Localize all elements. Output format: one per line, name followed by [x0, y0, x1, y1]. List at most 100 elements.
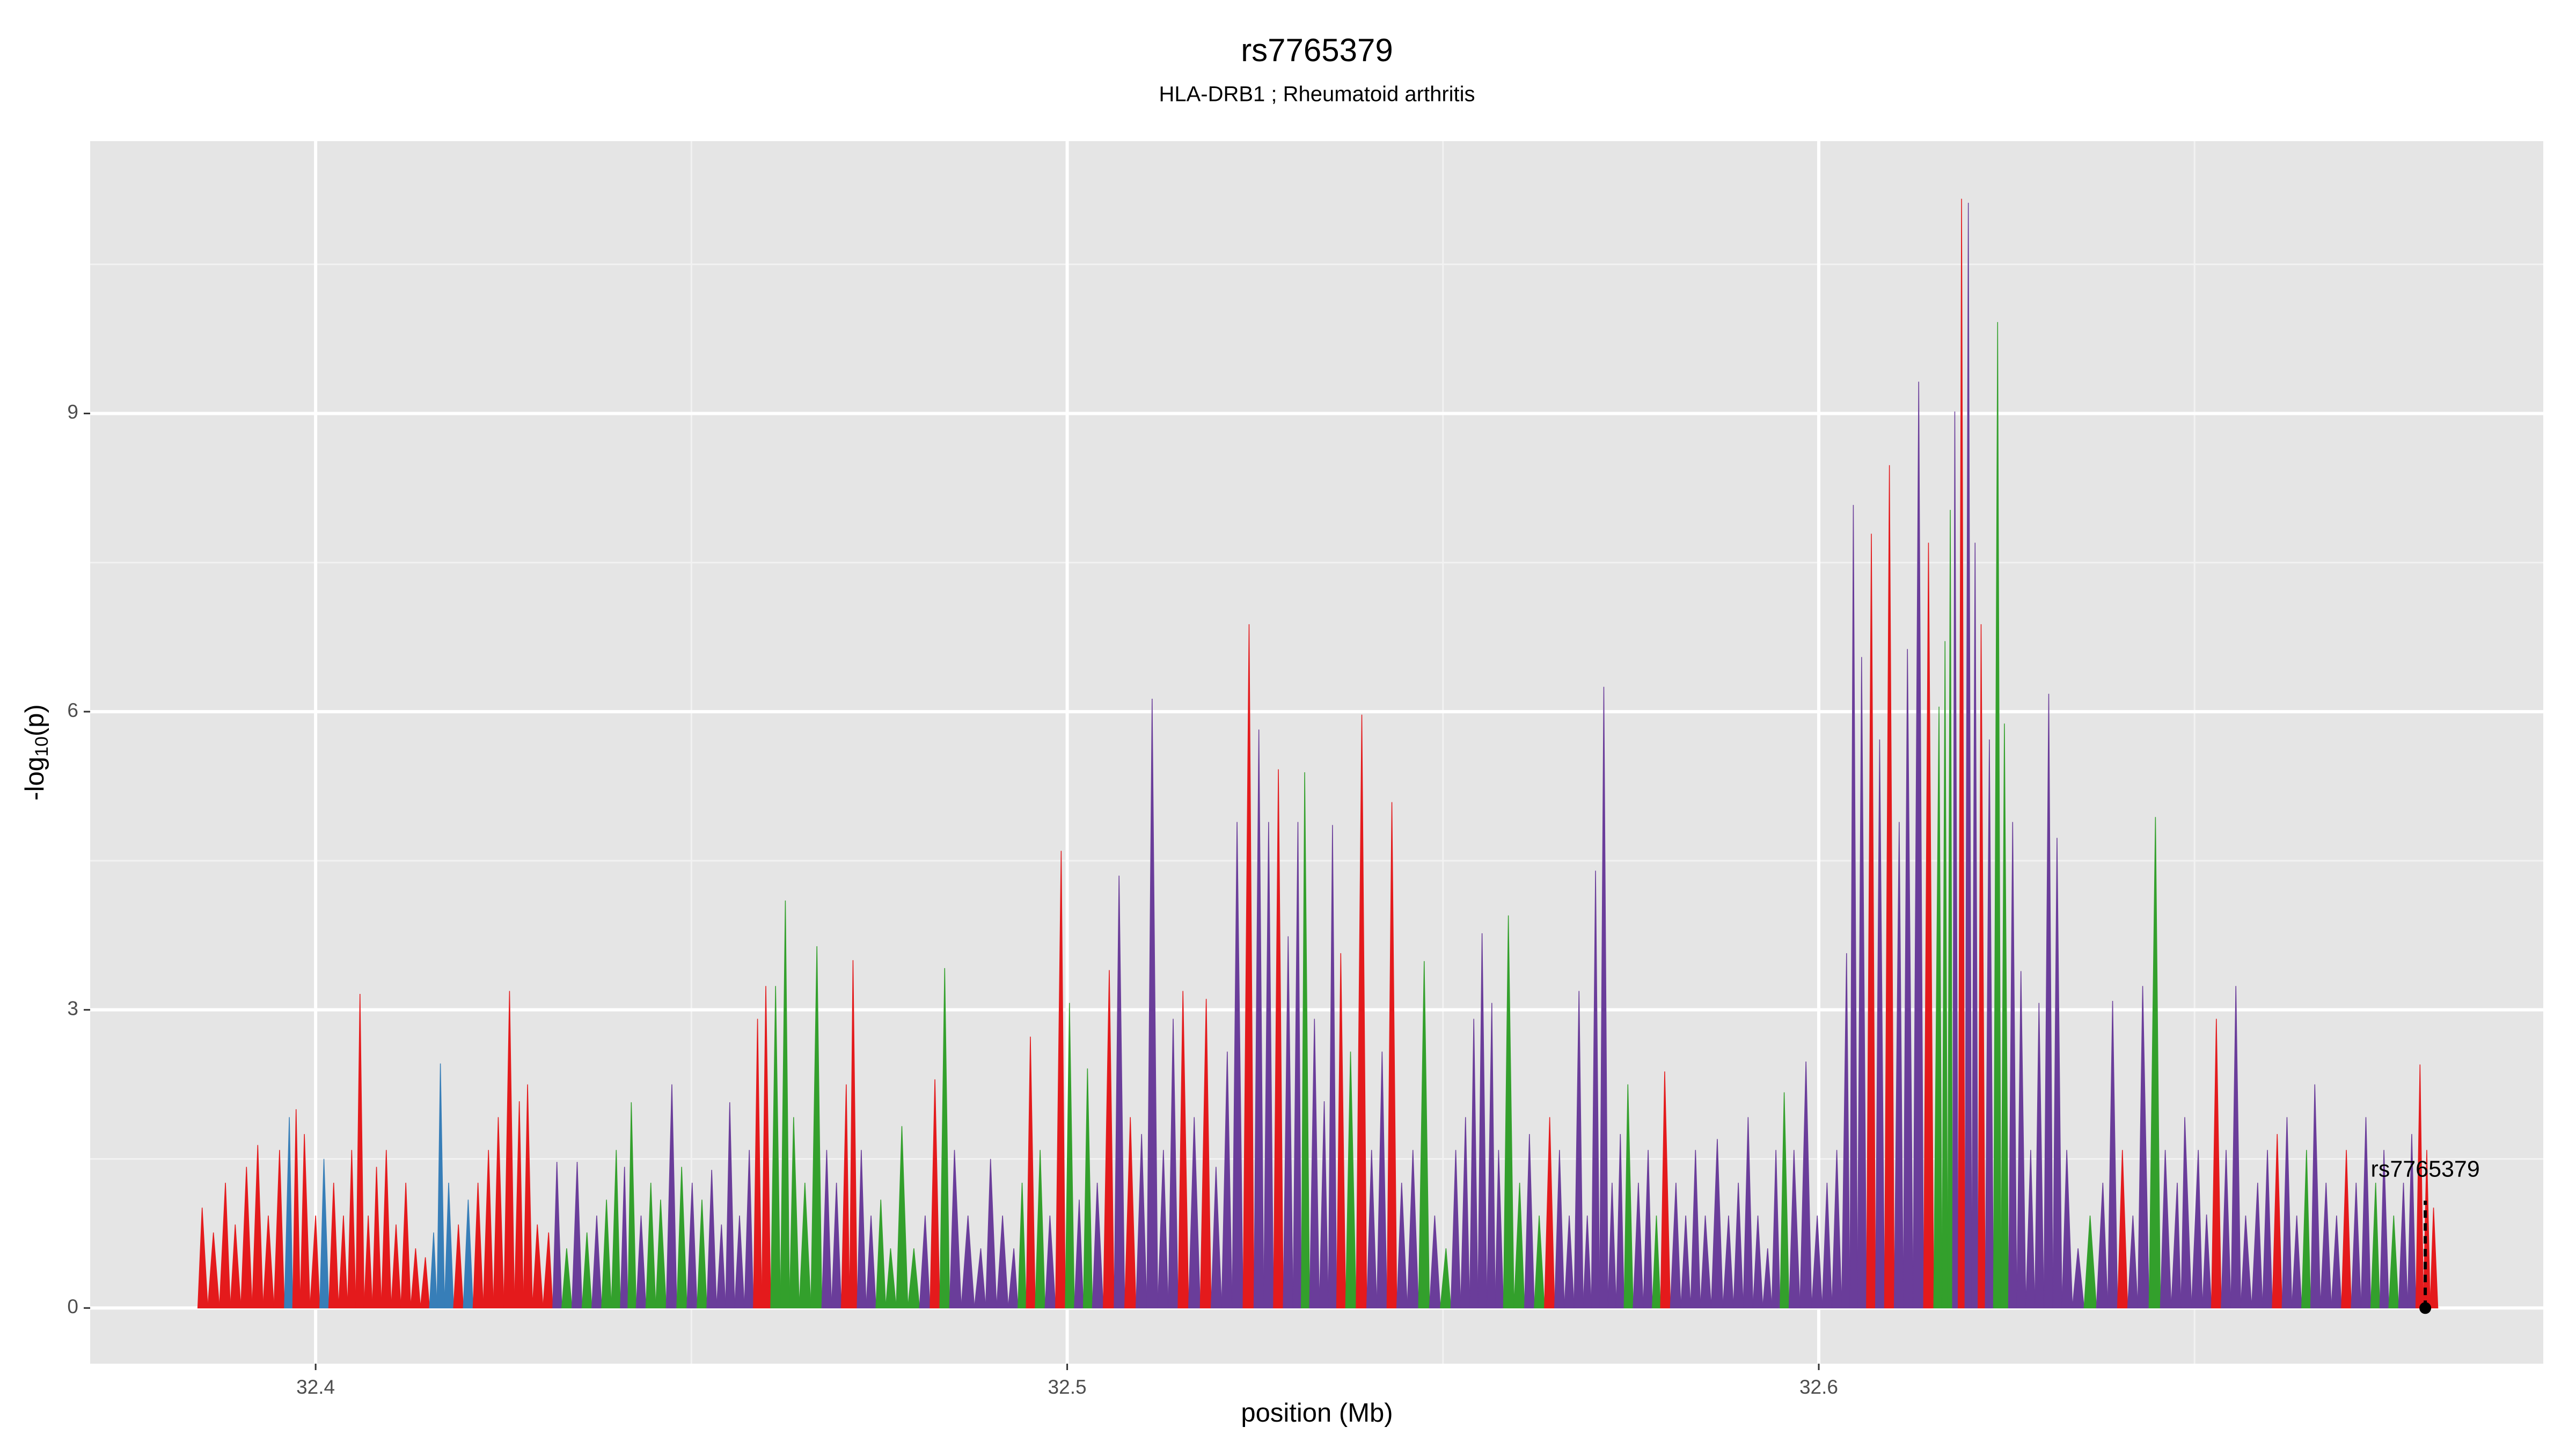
spike — [2043, 693, 2053, 1309]
spike — [197, 1208, 208, 1309]
spike — [2379, 1150, 2389, 1309]
spike — [1788, 1150, 1801, 1309]
spike — [1232, 822, 1244, 1309]
spike — [1292, 822, 1302, 1309]
spike — [1055, 851, 1066, 1309]
spike — [2025, 1150, 2036, 1309]
spike — [1177, 991, 1189, 1309]
spike — [472, 1182, 484, 1309]
spike — [1035, 1150, 1046, 1309]
spike — [1849, 504, 1858, 1309]
spike — [1752, 1216, 1763, 1309]
spike — [1253, 729, 1264, 1309]
spike — [831, 1182, 842, 1309]
spike — [1591, 870, 1600, 1309]
spike — [207, 1232, 220, 1309]
spike — [1074, 1199, 1084, 1309]
spike — [2230, 986, 2242, 1309]
spike — [1964, 202, 1972, 1309]
spike — [2388, 1216, 2399, 1309]
spike — [1811, 1216, 1823, 1309]
spike — [2281, 1117, 2293, 1309]
spike — [400, 1182, 412, 1309]
spike — [1623, 1084, 1634, 1309]
spike — [1429, 1216, 1441, 1309]
spike — [1513, 1182, 1525, 1309]
spike — [1503, 915, 1514, 1309]
spike — [1157, 1150, 1169, 1309]
spike — [789, 1117, 800, 1309]
spike — [734, 1216, 745, 1309]
spike — [514, 1101, 524, 1309]
spike — [875, 1199, 887, 1309]
spike — [2351, 1182, 2362, 1309]
spike — [391, 1224, 401, 1309]
spike — [429, 1232, 438, 1309]
spike — [2072, 1248, 2085, 1309]
spike — [319, 1159, 330, 1309]
spike — [2202, 1214, 2212, 1309]
spike — [1831, 1150, 1842, 1309]
spike — [410, 1248, 421, 1309]
spike — [1065, 1002, 1075, 1309]
spike — [542, 1232, 553, 1309]
spike — [1450, 1150, 1461, 1309]
spike — [961, 1215, 975, 1309]
spike — [380, 1150, 392, 1309]
spike — [299, 1134, 311, 1309]
spike — [2137, 986, 2150, 1309]
spike — [1866, 533, 1876, 1309]
spike — [1780, 1092, 1790, 1309]
annotation-point — [2419, 1302, 2432, 1314]
spike — [996, 1215, 1009, 1309]
spike — [1366, 1150, 1378, 1309]
spike — [1477, 933, 1488, 1309]
spike — [2000, 723, 2009, 1309]
spike — [532, 1224, 544, 1309]
spike — [1652, 1216, 1661, 1309]
spike — [919, 1216, 931, 1309]
x-tick-label: 32.5 — [1048, 1376, 1087, 1398]
spike — [1044, 1216, 1056, 1309]
spike — [1923, 543, 1935, 1309]
spike — [1660, 1071, 1671, 1309]
spike — [611, 1150, 621, 1309]
spike — [1336, 953, 1346, 1309]
spike — [1301, 772, 1310, 1309]
spike — [2096, 1182, 2109, 1309]
y-axis-label-sub: 10 — [32, 736, 52, 757]
spike — [309, 1216, 320, 1309]
spike — [1799, 1061, 1812, 1309]
spike — [1884, 465, 1895, 1309]
spike — [2211, 1019, 2222, 1309]
spike — [1386, 802, 1397, 1309]
spike — [896, 1126, 909, 1309]
spike — [866, 1216, 876, 1309]
spike — [1710, 1139, 1724, 1309]
spike — [1771, 1150, 1781, 1309]
x-axis-label: position (Mb) — [1241, 1399, 1393, 1428]
spike — [493, 1117, 504, 1309]
y-tick-label: 9 — [67, 401, 78, 423]
spike — [645, 1182, 656, 1309]
spike — [716, 1224, 726, 1309]
spike — [328, 1182, 339, 1309]
spike — [620, 1167, 628, 1309]
spike — [840, 1084, 850, 1309]
spike — [706, 1169, 718, 1309]
spike — [1875, 739, 1885, 1309]
spike — [2301, 1150, 2311, 1309]
spike — [363, 1216, 373, 1309]
spike — [1615, 1134, 1625, 1309]
spike — [436, 1063, 445, 1309]
spike — [2310, 1084, 2321, 1309]
spike — [2127, 1216, 2139, 1309]
spike — [1583, 1216, 1592, 1309]
spike — [1574, 991, 1584, 1309]
spike — [2171, 1182, 2182, 1309]
spike — [1821, 1182, 1833, 1309]
spike — [1607, 1182, 1617, 1309]
spike — [2251, 1182, 2263, 1309]
spike — [1722, 1216, 1734, 1309]
